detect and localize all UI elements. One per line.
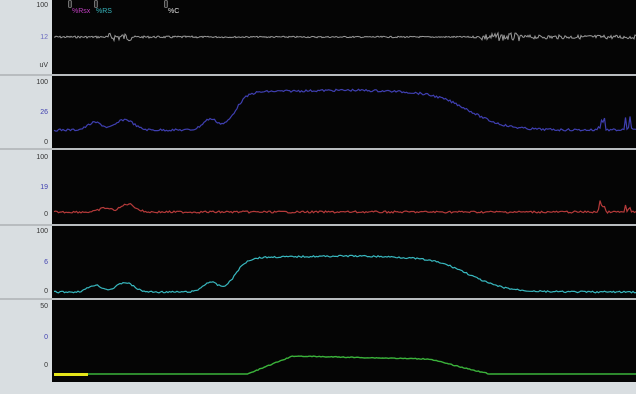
- panel-blue: [52, 76, 636, 148]
- tick-p3-bottom: 0: [44, 211, 48, 218]
- legend-label-1: %Rsx: [72, 8, 91, 15]
- panel-divider: [0, 74, 636, 76]
- tick-p5-top: 50: [40, 303, 48, 310]
- tick-p4-top: 100: [36, 228, 48, 235]
- legend-marker-2: []: [94, 1, 98, 8]
- tick-p3-top: 100: [36, 154, 48, 161]
- bottom-strip: [0, 382, 636, 394]
- panel-divider: [0, 148, 636, 150]
- tick-p3-mid: 19: [40, 184, 48, 191]
- green-trace: [54, 355, 636, 375]
- tick-p2-mid: 26: [40, 109, 48, 116]
- legend-marker-1: []: [68, 1, 72, 8]
- panel-divider: [0, 224, 636, 226]
- cyan-trace: [53, 254, 636, 294]
- y-axis-strip: 100 12 uV 100 26 0 100 19 0 100 6 0 50 0…: [0, 0, 52, 394]
- panel-divider: [0, 298, 636, 300]
- event-marker-bar: [54, 373, 88, 376]
- panel-cyan: [52, 226, 636, 298]
- legend-label-2: %RS: [96, 8, 112, 15]
- tick-p1-mid: 12: [40, 34, 48, 41]
- tick-p5-mid: 0: [44, 334, 48, 341]
- tick-p2-bottom: 0: [44, 139, 48, 146]
- blue-trace: [53, 88, 636, 132]
- legend-marker-3: []: [164, 1, 168, 8]
- tick-p4-bottom: 0: [44, 288, 48, 295]
- tick-p1-unit: uV: [39, 62, 48, 69]
- tick-p5-bottom: 0: [44, 362, 48, 369]
- tick-p1-top: 100: [36, 2, 48, 9]
- emg-trace: [53, 31, 636, 43]
- tick-p4-mid: 6: [44, 259, 48, 266]
- red-trace: [53, 200, 636, 214]
- panel-green: [52, 300, 636, 382]
- tick-p2-top: 100: [36, 79, 48, 86]
- legend-label-3: %C: [168, 8, 180, 15]
